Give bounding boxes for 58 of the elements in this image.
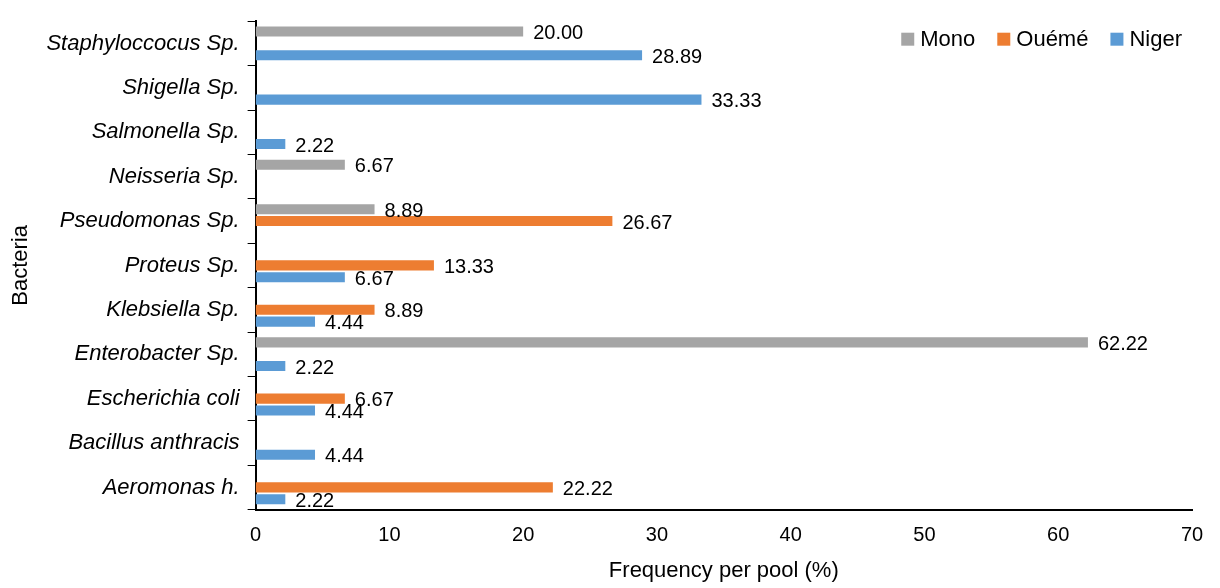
- data-label: 62.22: [1097, 331, 1148, 354]
- bar: [255, 449, 316, 460]
- bar: [255, 405, 316, 416]
- bar: [255, 94, 702, 105]
- data-label: 8.89: [384, 299, 424, 322]
- bar: [255, 482, 553, 493]
- y-tick-label: Neisseria Sp.: [108, 162, 240, 188]
- bar: [255, 316, 316, 327]
- data-label: 6.67: [354, 154, 394, 177]
- bar: [255, 215, 613, 227]
- data-label: 26.67: [622, 210, 673, 233]
- bar: [255, 304, 375, 315]
- y-tick-label: Bacillus anthracis: [68, 429, 240, 455]
- data-label: 2.22: [295, 133, 335, 156]
- x-tick-label: 30: [645, 523, 669, 546]
- bar: [255, 50, 643, 61]
- y-tick-label: Shigella Sp.: [122, 73, 240, 99]
- x-tick-label: 10: [378, 523, 401, 546]
- data-label: 2.22: [295, 355, 335, 378]
- x-tick-label: 60: [1047, 523, 1070, 546]
- data-label: 22.22: [562, 476, 613, 499]
- y-tick-label: Aeromonas h.: [100, 473, 240, 499]
- x-tick-label: 50: [913, 523, 936, 546]
- y-tick-label: Escherichia coli: [86, 384, 241, 410]
- legend-label: Niger: [1129, 26, 1183, 52]
- x-tick-label: 70: [1180, 523, 1204, 546]
- y-tick-label: Staphyloccocus Sp.: [46, 29, 240, 55]
- bar: [255, 393, 345, 404]
- y-axis-title: Bacteria: [7, 224, 33, 306]
- data-label: 2.22: [295, 488, 335, 511]
- bar: [255, 139, 286, 150]
- bar: [255, 159, 345, 170]
- y-tick-label: Salmonella Sp.: [91, 118, 240, 144]
- data-label: 13.33: [443, 254, 494, 277]
- x-tick-label: 40: [779, 523, 802, 546]
- x-tick-label: 20: [512, 523, 535, 546]
- y-tick-label: Klebsiella Sp.: [106, 295, 240, 321]
- data-label: 28.89: [652, 44, 703, 67]
- bar: [255, 260, 434, 271]
- x-tick-label: 0: [250, 523, 262, 546]
- data-label: 33.33: [711, 89, 762, 112]
- bar: [255, 204, 375, 215]
- data-label: 4.44: [325, 444, 364, 467]
- x-axis-title: Frequency per pool (%): [608, 556, 839, 582]
- data-label: 6.67: [354, 266, 394, 289]
- bar: [255, 272, 345, 283]
- legend-label: Mono: [920, 26, 976, 52]
- data-label: 4.44: [325, 311, 364, 334]
- data-label: 8.89: [384, 198, 424, 221]
- y-tick-label: Enterobacter Sp.: [74, 340, 240, 366]
- legend-label: Ouémé: [1016, 26, 1089, 52]
- y-tick-label: Pseudomonas Sp.: [59, 207, 240, 233]
- data-label: 20.00: [533, 21, 584, 44]
- bar: [255, 26, 524, 37]
- y-tick-label: Proteus Sp.: [124, 251, 240, 277]
- bar: [255, 494, 286, 505]
- bar: [255, 337, 1088, 348]
- bar: [255, 361, 286, 372]
